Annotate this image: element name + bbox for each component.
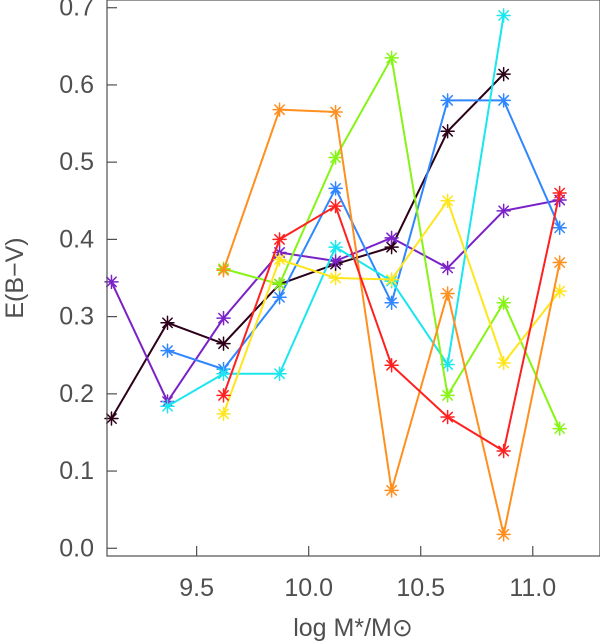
x-tick-label: 9.5 [179, 574, 214, 602]
data-point-asterisk [496, 93, 511, 108]
data-point-asterisk [216, 388, 231, 403]
data-point-asterisk [216, 263, 231, 278]
data-point-asterisk [384, 483, 399, 498]
data-series-7 [216, 102, 567, 542]
x-axis-title: log M*/M⊙ [293, 614, 413, 642]
x-tick-label: 10.5 [396, 574, 445, 602]
y-tick-label: 0.4 [59, 225, 94, 253]
data-point-asterisk [272, 366, 287, 382]
data-point-asterisk [328, 198, 343, 214]
y-tick-label: 0.6 [59, 71, 94, 99]
data-point-asterisk [552, 283, 567, 299]
data-point-asterisk [328, 253, 343, 269]
data-point-asterisk [384, 50, 399, 66]
data-point-asterisk [160, 343, 175, 358]
data-point-asterisk [384, 358, 399, 373]
data-point-asterisk [328, 150, 343, 165]
data-point-asterisk [328, 104, 343, 120]
data-point-asterisk [440, 357, 455, 372]
data-point-asterisk [384, 239, 399, 255]
data-point-asterisk [272, 276, 287, 292]
y-tick-label: 0.0 [59, 534, 94, 562]
data-point-asterisk [496, 66, 511, 82]
data-series-6 [216, 193, 567, 422]
data-point-asterisk [496, 527, 511, 542]
data-point-asterisk [272, 252, 287, 267]
data-point-asterisk [328, 270, 343, 286]
data-series-8 [216, 185, 567, 459]
data-point-asterisk [496, 8, 511, 23]
y-tick-label: 0.1 [59, 457, 94, 485]
y-tick-label: 0.2 [59, 380, 94, 408]
x-axis-ticks [196, 546, 534, 556]
plot-frame [106, 0, 600, 557]
data-point-asterisk [160, 315, 175, 331]
data-point-asterisk [496, 203, 511, 219]
series-line [166, 99, 561, 371]
data-point-asterisk [104, 274, 119, 290]
data-point-asterisk [440, 409, 455, 425]
data-point-asterisk [552, 421, 567, 436]
data-point-asterisk [552, 220, 567, 236]
data-point-asterisk [496, 355, 511, 371]
data-point-asterisk [384, 295, 399, 310]
data-point-asterisk [216, 406, 231, 422]
data-point-asterisk [328, 181, 343, 196]
y-tick-label: 0.7 [59, 0, 94, 22]
x-axis-tick-labels: 9.5 10.0 10.5 11.0 [179, 574, 556, 602]
data-point-asterisk [384, 272, 399, 287]
data-point-asterisk [440, 260, 455, 276]
y-tick-label: 0.5 [59, 148, 94, 176]
data-series-5 [216, 50, 567, 436]
data-point-asterisk [440, 93, 455, 108]
data-point-asterisk [216, 310, 231, 326]
data-point-asterisk [440, 193, 455, 209]
y-axis-ticks [107, 7, 117, 549]
x-tick-label: 10.0 [284, 574, 333, 602]
data-point-asterisk [440, 388, 455, 403]
data-point-asterisk [272, 232, 287, 247]
data-point-asterisk [104, 411, 119, 426]
data-point-asterisk [328, 239, 343, 255]
data-point-asterisk [272, 290, 287, 305]
data-point-asterisk [216, 366, 231, 382]
data-point-asterisk [552, 255, 567, 270]
data-point-asterisk [496, 295, 511, 310]
y-tick-label: 0.3 [59, 303, 94, 331]
data-point-asterisk [552, 185, 567, 201]
data-point-asterisk [496, 443, 511, 459]
y-axis-title: E(B−V) [1, 237, 29, 318]
data-point-asterisk [440, 286, 455, 301]
series-group [104, 8, 567, 542]
data-point-asterisk [272, 102, 287, 117]
data-point-asterisk [216, 336, 231, 351]
data-point-asterisk [384, 230, 399, 246]
x-tick-label: 11.0 [509, 574, 556, 602]
data-point-asterisk [160, 398, 175, 414]
y-axis-tick-labels: 0.0 0.1 0.2 0.3 0.4 0.5 0.6 0.7 [59, 0, 94, 562]
series-line [110, 73, 505, 420]
data-point-asterisk [440, 124, 455, 139]
